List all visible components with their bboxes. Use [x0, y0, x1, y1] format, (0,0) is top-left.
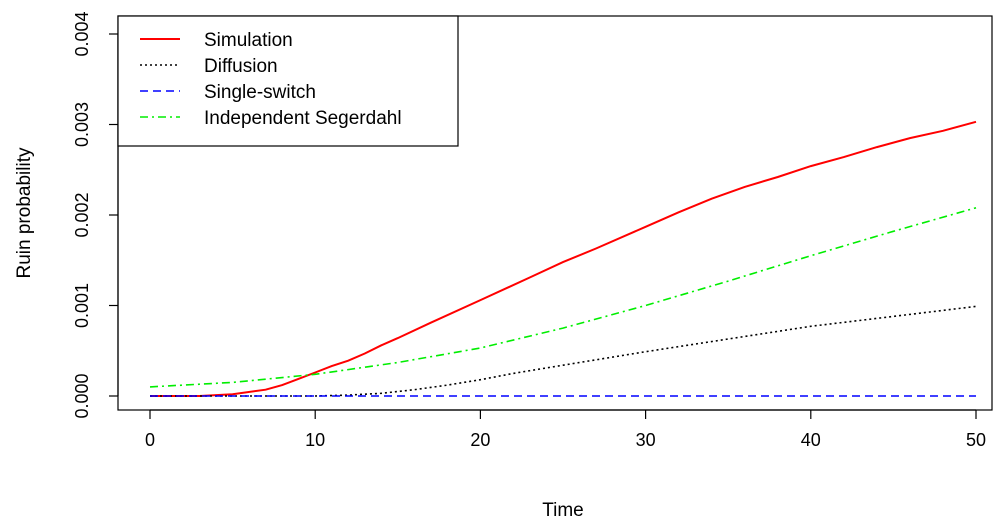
- x-tick-label: 20: [470, 430, 490, 450]
- legend-label-diffusion: Diffusion: [204, 56, 278, 77]
- legend-label-simulation: Simulation: [204, 30, 293, 51]
- legend: Simulation Diffusion Single-switch Independ…: [117, 15, 459, 147]
- x-tick-label: 0: [145, 430, 155, 450]
- y-axis-title: Ruin probability: [14, 147, 35, 278]
- x-tick-label: 10: [305, 430, 325, 450]
- x-axis: 0 10 20 30 40 50: [145, 409, 986, 450]
- y-tick-label: 0.002: [72, 192, 92, 237]
- legend-label-independent-segerdahl: Independent Segerdahl: [204, 108, 402, 129]
- y-tick-label: 0.004: [72, 11, 92, 56]
- y-tick-label: 0.001: [72, 283, 92, 328]
- y-axis: 0.000 0.001 0.002 0.003 0.004: [72, 11, 119, 419]
- series-line-diffusion: [150, 305, 977, 397]
- series-line-simulation: [150, 120, 977, 397]
- y-tick-label: 0.003: [72, 102, 92, 147]
- x-tick-label: 40: [801, 430, 821, 450]
- x-axis-title: Time: [542, 500, 584, 521]
- series-layer: [149, 120, 977, 397]
- legend-box: [117, 15, 459, 147]
- y-tick-label: 0.000: [72, 373, 92, 418]
- x-tick-label: 50: [966, 430, 986, 450]
- series-line-independent-segerdahl: [149, 207, 977, 388]
- legend-label-single-switch: Single-switch: [204, 82, 316, 103]
- x-tick-label: 30: [636, 430, 656, 450]
